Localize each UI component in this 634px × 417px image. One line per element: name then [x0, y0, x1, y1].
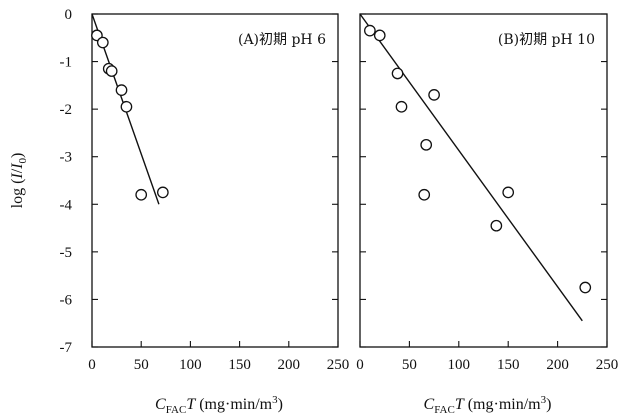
data-point — [96, 36, 109, 49]
y-tick-label: -1 — [60, 55, 73, 71]
y-tick-label: -5 — [60, 245, 73, 261]
y-tick-label: -6 — [60, 292, 73, 308]
data-point — [105, 65, 118, 77]
x-tick-label: 150 — [228, 357, 251, 373]
y-tick-label: -7 — [60, 340, 73, 356]
data-point — [395, 100, 408, 113]
x-tick-label: 250 — [596, 357, 619, 373]
x-tick-label: 200 — [546, 357, 569, 373]
data-point — [490, 219, 503, 232]
data-point — [391, 67, 404, 80]
panel-label: (A)初期 pH 6 — [238, 31, 326, 48]
data-point — [120, 100, 133, 113]
data-point — [420, 138, 433, 151]
y-tick-label: 0 — [65, 7, 73, 23]
data-point — [156, 186, 169, 199]
plot-frame — [91, 13, 339, 348]
x-tick-label: 150 — [497, 357, 520, 373]
y-axis-title: log (I/I0) — [9, 153, 29, 209]
x-axis-title: CFACT (mg·min/m3) — [155, 394, 283, 416]
panel-b: 0 50 100 150 200 250 (B)初期 pH 10 CFACT (mg·min/… — [356, 13, 619, 416]
x-axis-title: CFACT (mg·min/m3) — [424, 394, 552, 416]
data-point — [502, 186, 515, 199]
y-tick-label: -3 — [60, 150, 73, 166]
data-point — [135, 188, 148, 201]
y-tick-label: -2 — [60, 102, 73, 118]
x-tick-label: 50 — [402, 357, 417, 373]
panel-a: 0 50 100 150 200 250 0 -1 -2 -3 -4 -5 -6 -7 (A)初期 pH 6… — [9, 7, 349, 416]
regression-line — [359, 13, 583, 322]
x-tick-label: 200 — [278, 357, 301, 373]
y-tick-label: -4 — [60, 197, 73, 213]
plot-frame — [359, 13, 608, 348]
data-point — [428, 89, 440, 101]
panel-label: (B)初期 pH 10 — [498, 31, 595, 48]
data-point — [373, 29, 386, 42]
data-point — [115, 84, 128, 96]
data-point — [579, 281, 592, 294]
x-tick-label: 100 — [179, 357, 202, 373]
data-point — [364, 24, 376, 37]
x-tick-label: 0 — [356, 357, 364, 373]
x-tick-label: 0 — [88, 357, 96, 373]
x-tick-label: 250 — [327, 357, 350, 373]
x-tick-label: 100 — [448, 357, 471, 373]
x-tick-label: 50 — [134, 357, 149, 373]
data-point — [418, 188, 431, 201]
